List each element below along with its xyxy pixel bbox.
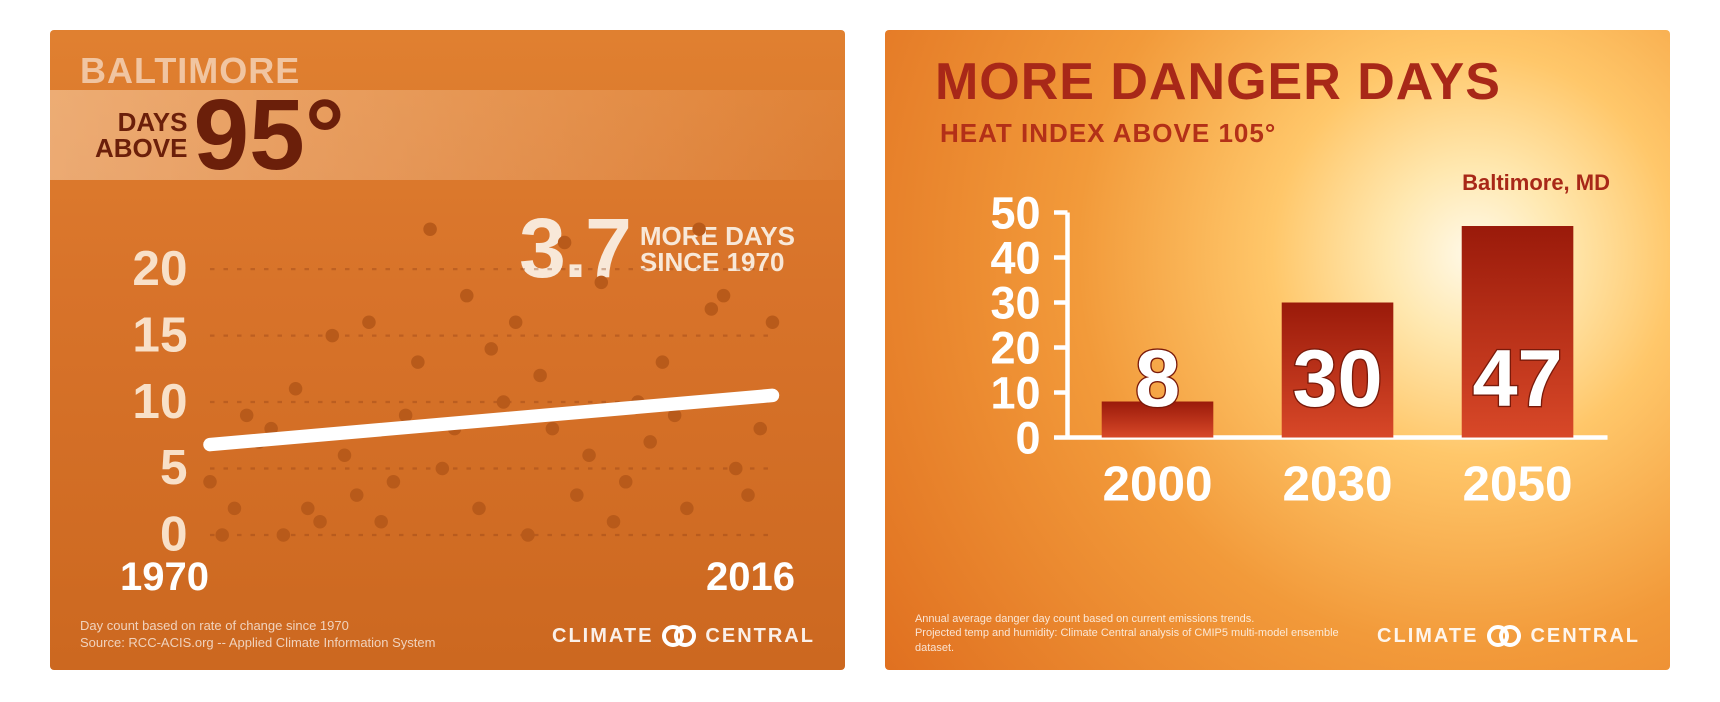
brand-logo-right: CLIMATE CENTRAL [1377, 624, 1640, 648]
footnote-l2: Source: RCC-ACIS.org -- Applied Climate … [80, 635, 435, 650]
right-footnote: Annual average danger day count based on… [915, 612, 1375, 655]
right-chart-panel: MORE DANGER DAYS HEAT INDEX ABOVE 105° B… [885, 30, 1670, 670]
right-subtitle: HEAT INDEX ABOVE 105° [940, 118, 1276, 149]
title-band: DAYS ABOVE 95° [50, 90, 845, 180]
left-footnote: Day count based on rate of change since … [80, 618, 435, 652]
svg-text:47: 47 [1472, 334, 1562, 424]
threshold-value: 95° [193, 95, 344, 175]
brand-rings-icon [659, 624, 699, 648]
x-start: 1970 [120, 555, 209, 600]
x-axis-labels: 1970 2016 [120, 555, 795, 600]
brand-rings-icon-r [1484, 624, 1524, 648]
x-end: 2016 [706, 555, 795, 600]
r-foot-l2: Projected temp and humidity: Climate Cen… [915, 627, 1339, 653]
left-header: BALTIMORE DAYS ABOVE 95° [80, 50, 815, 170]
svg-text:5: 5 [160, 440, 188, 495]
svg-text:2030: 2030 [1282, 457, 1392, 512]
svg-text:20: 20 [132, 241, 187, 296]
svg-text:2000: 2000 [1102, 457, 1212, 512]
svg-text:0: 0 [160, 507, 188, 558]
svg-text:30: 30 [990, 277, 1040, 328]
brand-right: CENTRAL [705, 625, 815, 648]
svg-text:0: 0 [1015, 412, 1040, 463]
scatter-plot: 0 5 10 15 20 [120, 220, 795, 557]
svg-text:10: 10 [132, 374, 187, 429]
brand-logo: CLIMATE CENTRAL [552, 624, 815, 648]
svg-text:15: 15 [132, 307, 187, 362]
svg-text:40: 40 [990, 232, 1040, 283]
brand-right-r: CENTRAL [1530, 625, 1640, 648]
svg-text:30: 30 [1292, 334, 1382, 424]
bar-chart: 0102030405082000302030472050 [955, 190, 1630, 528]
r-foot-l1: Annual average danger day count based on… [915, 613, 1254, 625]
svg-text:8: 8 [1135, 334, 1180, 424]
svg-text:2050: 2050 [1462, 457, 1572, 512]
right-title: MORE DANGER DAYS [935, 52, 1501, 112]
city-label: BALTIMORE [80, 50, 815, 92]
left-chart-panel: BALTIMORE DAYS ABOVE 95° 3.7 MORE DAYS S… [50, 30, 845, 670]
svg-text:10: 10 [990, 367, 1040, 418]
footnote-l1: Day count based on rate of change since … [80, 618, 349, 633]
brand-left: CLIMATE [552, 625, 653, 648]
brand-left-r: CLIMATE [1377, 625, 1478, 648]
svg-text:20: 20 [990, 322, 1040, 373]
svg-text:50: 50 [990, 190, 1040, 238]
days-text-2: ABOVE [95, 133, 187, 163]
days-above-label: DAYS ABOVE [95, 109, 187, 161]
